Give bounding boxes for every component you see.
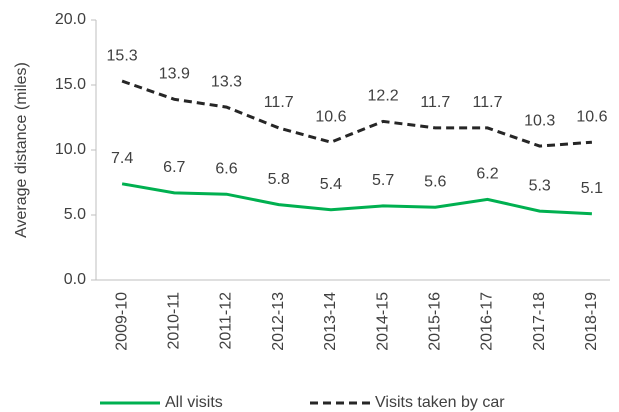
data-label: 13.9 [159, 66, 190, 83]
data-label: 6.7 [163, 159, 185, 176]
data-label: 12.2 [368, 88, 399, 105]
y-axis-label: Average distance (miles) [13, 62, 30, 238]
legend-label: Visits taken by car [375, 394, 505, 411]
data-label: 5.8 [268, 171, 290, 188]
x-tick-label: 2014-15 [374, 292, 391, 351]
data-label: 5.6 [424, 173, 446, 190]
data-label: 11.7 [420, 94, 450, 111]
data-label: 5.4 [320, 176, 342, 193]
x-tick-label: 2011-12 [218, 292, 235, 350]
x-tick-label: 2016-17 [479, 292, 496, 351]
data-label: 11.7 [264, 94, 294, 111]
data-label: 11.7 [473, 94, 503, 111]
x-tick-label: 2018-19 [583, 292, 600, 351]
data-label: 10.6 [315, 108, 346, 125]
data-label: 5.7 [372, 172, 394, 189]
data-label: 6.2 [476, 166, 498, 183]
data-label: 5.1 [581, 180, 603, 197]
x-tick-label: 2013-14 [322, 292, 339, 351]
y-tick-label: 0.0 [64, 271, 86, 288]
y-tick-label: 15.0 [55, 76, 86, 93]
data-label: 10.6 [576, 108, 607, 125]
data-label: 13.3 [211, 73, 242, 90]
y-tick-label: 20.0 [55, 11, 86, 28]
series-line [121, 182, 592, 216]
legend-label: All visits [165, 394, 223, 411]
data-label: 6.6 [215, 160, 237, 177]
x-tick-label: 2012-13 [270, 292, 287, 351]
x-tick-label: 2017-18 [531, 292, 548, 351]
y-tick-label: 5.0 [64, 206, 86, 223]
series-line [121, 79, 593, 148]
x-tick-label: 2015-16 [427, 292, 444, 351]
data-label: 7.4 [111, 150, 133, 167]
data-label: 5.3 [529, 177, 551, 194]
data-label: 15.3 [107, 47, 138, 64]
y-tick-label: 10.0 [55, 141, 86, 158]
x-tick-label: 2010-11 [166, 292, 183, 350]
x-tick-label: 2009-10 [113, 292, 130, 351]
data-label: 10.3 [524, 112, 555, 129]
